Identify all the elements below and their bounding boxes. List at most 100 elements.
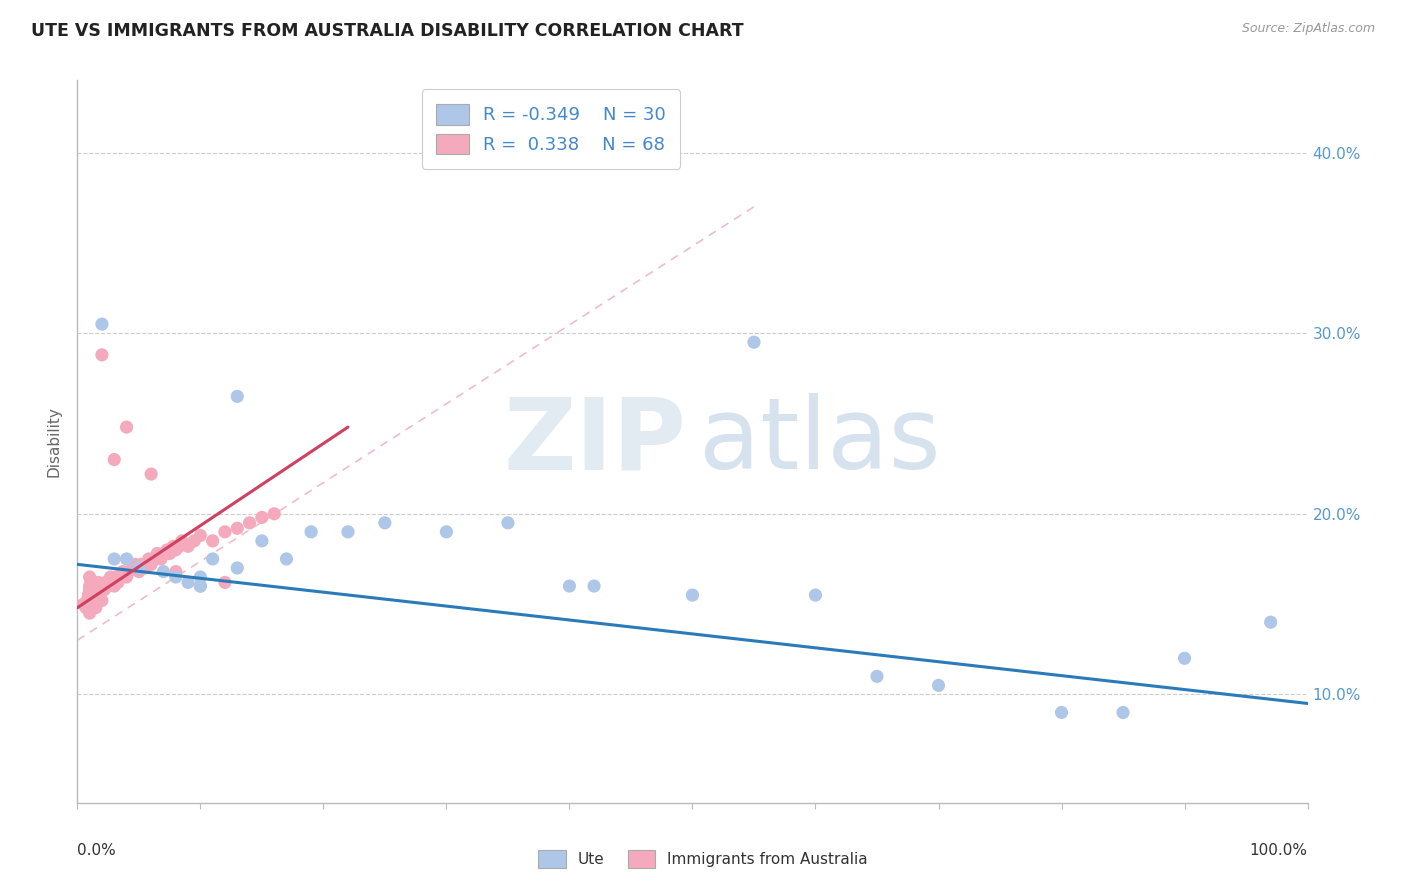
- Text: ZIP: ZIP: [503, 393, 686, 490]
- Point: [146, 547, 169, 561]
- Point: [337, 524, 360, 539]
- Point: [79, 606, 101, 620]
- Point: [90, 579, 114, 593]
- Text: 0.0%: 0.0%: [77, 843, 117, 857]
- Text: Source: ZipAtlas.com: Source: ZipAtlas.com: [1241, 22, 1375, 36]
- Point: [276, 552, 298, 566]
- Point: [111, 565, 134, 579]
- Point: [188, 579, 212, 593]
- Point: [201, 533, 224, 548]
- Point: [299, 524, 322, 539]
- Point: [80, 575, 103, 590]
- Point: [115, 570, 138, 584]
- Point: [79, 570, 101, 584]
- Point: [72, 597, 94, 611]
- Point: [104, 570, 127, 584]
- Point: [103, 552, 125, 566]
- Point: [115, 420, 138, 434]
- Point: [374, 516, 396, 530]
- Point: [682, 588, 704, 602]
- Point: [77, 588, 100, 602]
- Point: [87, 575, 110, 590]
- Point: [86, 582, 108, 597]
- Point: [742, 335, 765, 350]
- Point: [1112, 706, 1135, 720]
- Point: [82, 588, 104, 602]
- Point: [115, 552, 138, 566]
- Point: [214, 524, 236, 539]
- Point: [496, 516, 519, 530]
- Point: [201, 552, 224, 566]
- Point: [239, 516, 262, 530]
- Point: [188, 570, 212, 584]
- Point: [177, 575, 200, 590]
- Point: [1260, 615, 1282, 630]
- Legend: R = -0.349    N = 30, R =  0.338    N = 68: R = -0.349 N = 30, R = 0.338 N = 68: [422, 89, 681, 169]
- Point: [866, 669, 889, 683]
- Point: [84, 600, 107, 615]
- Point: [79, 593, 101, 607]
- Point: [110, 570, 132, 584]
- Point: [1050, 706, 1073, 720]
- Point: [165, 565, 187, 579]
- Point: [79, 600, 101, 615]
- Point: [183, 533, 205, 548]
- Point: [165, 570, 187, 584]
- Point: [928, 678, 950, 692]
- Point: [82, 597, 104, 611]
- Point: [128, 565, 150, 579]
- Point: [165, 542, 187, 557]
- Point: [436, 524, 458, 539]
- Point: [90, 593, 114, 607]
- Point: [170, 533, 193, 548]
- Text: 100.0%: 100.0%: [1250, 843, 1308, 857]
- Point: [89, 588, 111, 602]
- Point: [188, 579, 212, 593]
- Point: [90, 582, 112, 597]
- Point: [90, 317, 114, 331]
- Point: [156, 542, 179, 557]
- Point: [583, 579, 606, 593]
- Point: [118, 565, 141, 579]
- Point: [128, 561, 150, 575]
- Point: [76, 593, 98, 607]
- Point: [558, 579, 581, 593]
- Point: [79, 579, 101, 593]
- Legend: Ute, Immigrants from Australia: Ute, Immigrants from Australia: [531, 844, 875, 873]
- Point: [83, 593, 105, 607]
- Point: [159, 547, 181, 561]
- Point: [79, 588, 101, 602]
- Point: [177, 539, 200, 553]
- Point: [94, 575, 117, 590]
- Point: [226, 521, 249, 535]
- Point: [129, 558, 153, 572]
- Point: [138, 552, 160, 566]
- Point: [141, 558, 163, 572]
- Point: [250, 510, 273, 524]
- Point: [143, 552, 166, 566]
- Point: [141, 467, 163, 481]
- Y-axis label: Disability: Disability: [46, 406, 62, 477]
- Point: [75, 600, 97, 615]
- Point: [250, 533, 273, 548]
- Point: [90, 348, 114, 362]
- Point: [103, 452, 125, 467]
- Point: [804, 588, 827, 602]
- Point: [101, 575, 124, 590]
- Text: UTE VS IMMIGRANTS FROM AUSTRALIA DISABILITY CORRELATION CHART: UTE VS IMMIGRANTS FROM AUSTRALIA DISABIL…: [31, 22, 744, 40]
- Text: atlas: atlas: [699, 393, 941, 490]
- Point: [121, 561, 143, 575]
- Point: [124, 558, 146, 572]
- Point: [169, 539, 191, 553]
- Point: [152, 565, 174, 579]
- Point: [214, 575, 236, 590]
- Point: [162, 539, 184, 553]
- Point: [84, 588, 107, 602]
- Point: [152, 547, 174, 561]
- Point: [79, 582, 101, 597]
- Point: [226, 561, 249, 575]
- Point: [263, 507, 285, 521]
- Point: [97, 579, 120, 593]
- Point: [150, 552, 173, 566]
- Point: [134, 561, 156, 575]
